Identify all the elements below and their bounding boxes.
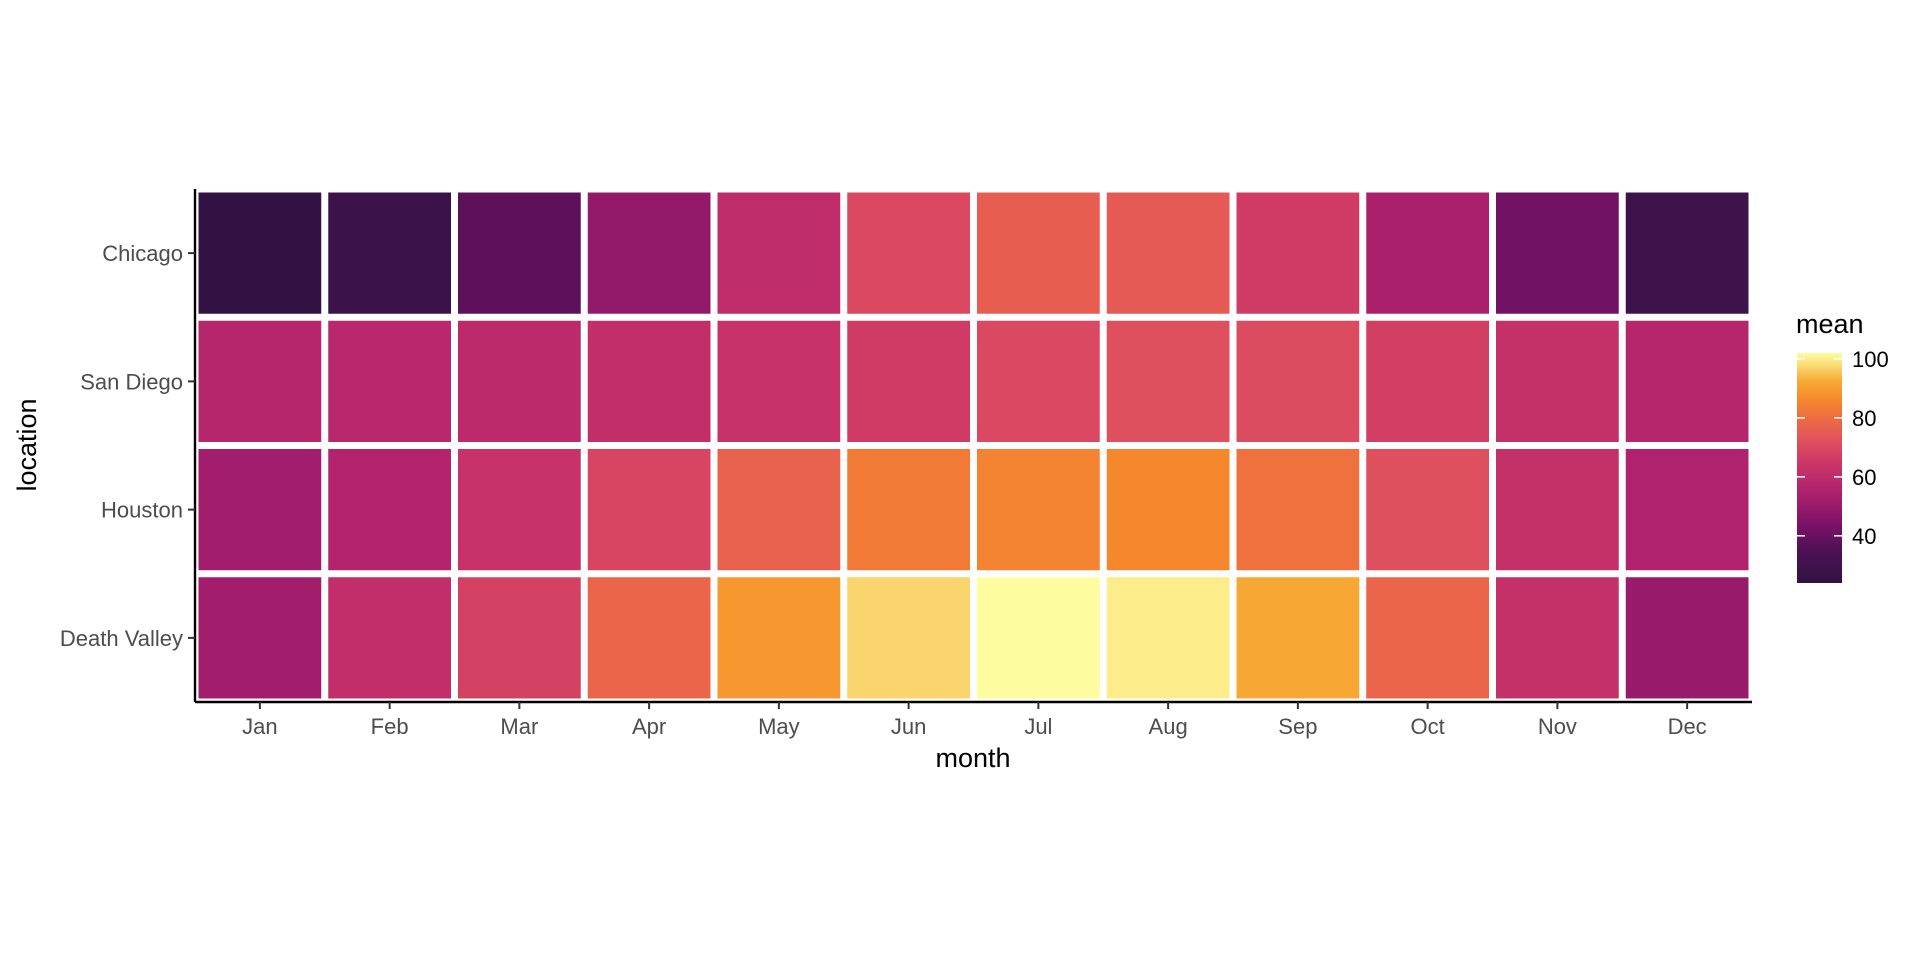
x-tick-label: Aug	[1149, 714, 1188, 739]
heatmap-cell-chicago-jun	[847, 192, 970, 314]
x-tick-label: Oct	[1411, 714, 1445, 739]
heatmap-cell-death-valley-apr	[587, 577, 711, 699]
heatmap-cell-chicago-mar	[458, 192, 581, 314]
x-tick-label: Nov	[1538, 714, 1577, 739]
legend-tick-label: 80	[1852, 406, 1876, 431]
heatmap-cell-chicago-nov	[1496, 192, 1619, 314]
heatmap-cell-death-valley-aug	[1106, 577, 1230, 699]
heatmap-cells	[198, 192, 1749, 699]
heatmap-cell-houston-nov	[1496, 449, 1619, 571]
heatmap-cell-chicago-dec	[1625, 192, 1749, 314]
y-tick-label: Chicago	[102, 241, 183, 266]
heatmap-cell-chicago-oct	[1366, 192, 1489, 314]
legend: mean 40 60 80 100	[1796, 309, 1889, 583]
heatmap-cell-san-diego-nov	[1496, 320, 1619, 442]
axes	[193, 189, 1752, 704]
heatmap-cell-san-diego-aug	[1106, 320, 1230, 442]
y-axis-ticks: Chicago San Diego Houston Death Valley	[60, 241, 195, 651]
heatmap-cell-houston-aug	[1106, 449, 1230, 571]
heatmap-cell-death-valley-nov	[1496, 577, 1619, 699]
heatmap-cell-houston-sep	[1236, 449, 1360, 571]
x-tick-label: Mar	[500, 714, 538, 739]
heatmap-cell-death-valley-dec	[1625, 577, 1749, 699]
heatmap-cell-chicago-aug	[1106, 192, 1230, 314]
y-axis-title: location	[12, 398, 42, 491]
heatmap-cell-san-diego-jan	[198, 320, 322, 442]
heatmap-cell-houston-mar	[458, 449, 581, 571]
heatmap-cell-chicago-feb	[328, 192, 451, 314]
y-tick-label: Death Valley	[60, 626, 183, 651]
y-tick-label: Houston	[101, 498, 183, 523]
x-tick-label: Dec	[1668, 714, 1707, 739]
x-tick-label: Jun	[891, 714, 926, 739]
heatmap-cell-houston-may	[717, 449, 841, 571]
x-tick-label: Feb	[371, 714, 409, 739]
heatmap-cell-san-diego-dec	[1625, 320, 1749, 442]
heatmap-cell-chicago-jul	[977, 192, 1100, 314]
heatmap-cell-houston-feb	[328, 449, 451, 571]
x-tick-label: May	[758, 714, 800, 739]
legend-title: mean	[1796, 309, 1864, 339]
heatmap-cell-death-valley-oct	[1366, 577, 1489, 699]
x-tick-label: Jan	[242, 714, 277, 739]
heatmap-cell-houston-jan	[198, 449, 322, 571]
heatmap-cell-death-valley-mar	[458, 577, 581, 699]
heatmap-cell-chicago-may	[717, 192, 841, 314]
heatmap-cell-death-valley-may	[717, 577, 841, 699]
heatmap-cell-san-diego-mar	[458, 320, 581, 442]
heatmap-cell-death-valley-jul	[977, 577, 1100, 699]
heatmap-cell-death-valley-jan	[198, 577, 322, 699]
heatmap-cell-san-diego-jul	[977, 320, 1100, 442]
heatmap-cell-houston-oct	[1366, 449, 1489, 571]
x-axis-title: month	[935, 743, 1010, 773]
heatmap-cell-death-valley-feb	[328, 577, 451, 699]
heatmap-cell-death-valley-jun	[847, 577, 970, 699]
heatmap-cell-chicago-apr	[587, 192, 711, 314]
heatmap-cell-death-valley-sep	[1236, 577, 1360, 699]
legend-tick-label: 40	[1852, 524, 1876, 549]
heatmap-cell-san-diego-may	[717, 320, 841, 442]
heatmap-cell-san-diego-feb	[328, 320, 451, 442]
y-tick-label: San Diego	[80, 369, 183, 394]
legend-colorbar	[1797, 353, 1842, 583]
heatmap-cell-san-diego-jun	[847, 320, 970, 442]
heatmap-cell-san-diego-apr	[587, 320, 711, 442]
heatmap-cell-houston-jul	[977, 449, 1100, 571]
heatmap-cell-san-diego-oct	[1366, 320, 1489, 442]
legend-ticks: 40 60 80 100	[1797, 347, 1889, 549]
heatmap-cell-san-diego-sep	[1236, 320, 1360, 442]
x-tick-label: Apr	[632, 714, 666, 739]
heatmap-cell-houston-dec	[1625, 449, 1749, 571]
x-axis-ticks: Jan Feb Mar Apr May Jun Jul Aug Sep Oct Nov Dec	[242, 702, 1707, 739]
heatmap-cell-chicago-jan	[198, 192, 322, 314]
heatmap-cell-chicago-sep	[1236, 192, 1360, 314]
legend-tick-label: 100	[1852, 347, 1889, 372]
x-tick-label: Jul	[1024, 714, 1052, 739]
legend-tick-label: 60	[1852, 465, 1876, 490]
heatmap-cell-houston-jun	[847, 449, 970, 571]
heatmap-cell-houston-apr	[587, 449, 711, 571]
x-tick-label: Sep	[1278, 714, 1317, 739]
